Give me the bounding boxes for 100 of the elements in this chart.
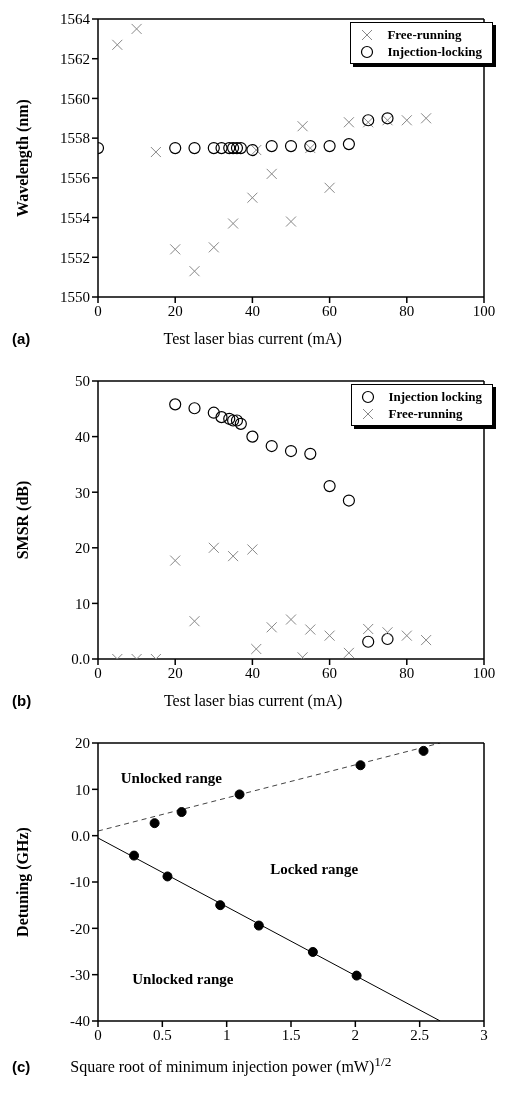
y-tick-label: -40 xyxy=(70,1013,90,1030)
point xyxy=(207,406,220,419)
legend-label: Injection locking xyxy=(388,388,482,405)
point xyxy=(162,871,173,882)
point xyxy=(246,430,259,443)
point xyxy=(129,850,140,861)
point xyxy=(323,479,336,493)
x-tick-label: 60 xyxy=(322,664,338,681)
point xyxy=(355,760,366,771)
point xyxy=(208,542,220,554)
y-tick-label: 10 xyxy=(75,595,90,612)
point xyxy=(246,192,258,204)
annotation: Unlocked range xyxy=(132,970,234,988)
y-tick-label: -20 xyxy=(70,920,90,937)
y-tick-label: 40 xyxy=(75,428,90,445)
point xyxy=(304,447,317,460)
point xyxy=(149,818,160,829)
y-tick-label: 1558 xyxy=(60,130,90,147)
x-tick-label: 3 xyxy=(480,1026,488,1043)
point xyxy=(304,624,316,636)
point xyxy=(418,745,429,756)
y-tick-label: 0.0 xyxy=(71,651,90,668)
point xyxy=(253,920,264,931)
point xyxy=(343,647,355,659)
point xyxy=(234,417,247,430)
point xyxy=(176,807,187,818)
x-tick-label: 80 xyxy=(399,302,415,319)
x-tick-label: 0 xyxy=(94,664,102,681)
point xyxy=(382,626,393,638)
y-axis-title: SMSR (dB) xyxy=(13,480,32,560)
x-tick-label: 1.5 xyxy=(281,1026,301,1043)
x-tick-label: 0 xyxy=(94,302,102,319)
point xyxy=(342,494,355,507)
point xyxy=(215,900,226,911)
x-axis-title: Test laser bias current (mA) xyxy=(162,330,343,348)
point xyxy=(215,411,228,424)
point xyxy=(150,146,162,158)
legend-label: Injection-locking xyxy=(387,43,482,60)
point xyxy=(265,439,278,453)
y-tick-label: 20 xyxy=(75,735,90,752)
y-tick-label: 50 xyxy=(75,373,90,390)
point xyxy=(131,23,143,35)
point xyxy=(207,141,220,155)
y-tick-label: -10 xyxy=(70,874,90,891)
y-tick-label: 10 xyxy=(75,781,90,798)
point xyxy=(307,946,318,957)
point xyxy=(285,216,297,228)
point xyxy=(284,444,298,458)
text: (b) xyxy=(12,692,32,709)
point xyxy=(223,141,236,155)
point xyxy=(188,141,201,155)
point xyxy=(227,218,239,230)
x-tick-label: 80 xyxy=(399,664,415,681)
point xyxy=(420,634,432,646)
point xyxy=(324,182,336,194)
y-tick-label: 1556 xyxy=(60,170,91,187)
point xyxy=(265,139,278,153)
point xyxy=(420,112,432,124)
point xyxy=(324,630,336,642)
x-tick-label: 2.5 xyxy=(410,1026,430,1043)
point xyxy=(246,543,258,555)
point xyxy=(227,141,240,155)
point xyxy=(266,168,278,180)
y-tick-label: 30 xyxy=(75,484,90,501)
x-tick-label: 100 xyxy=(472,664,496,681)
point xyxy=(111,39,123,51)
y-tick-label: -30 xyxy=(70,966,90,983)
point xyxy=(250,144,262,156)
text: (c) xyxy=(12,1058,31,1076)
point xyxy=(246,143,259,157)
y-tick-label: 20 xyxy=(75,540,90,557)
point xyxy=(230,141,244,155)
point xyxy=(234,141,247,155)
y-tick-label: 1562 xyxy=(60,51,90,68)
annotation: Unlocked range xyxy=(120,769,222,787)
y-tick-label: 1550 xyxy=(60,289,90,306)
y-tick-label: 1564 xyxy=(60,11,91,28)
point xyxy=(342,138,355,151)
point xyxy=(284,139,298,153)
point xyxy=(381,632,394,646)
point xyxy=(362,623,374,635)
point xyxy=(208,241,220,253)
x-tick-label: 20 xyxy=(167,302,183,319)
point xyxy=(169,398,182,411)
point xyxy=(266,621,278,633)
x-tick-label: 0.5 xyxy=(152,1026,172,1043)
point xyxy=(401,114,413,126)
point xyxy=(250,643,262,655)
point xyxy=(285,614,297,626)
point xyxy=(188,402,201,415)
x-tick-label: 40 xyxy=(244,664,260,681)
point xyxy=(351,970,362,981)
y-tick-label: 1554 xyxy=(60,209,91,226)
point xyxy=(215,141,228,155)
point xyxy=(230,414,244,427)
point xyxy=(223,412,236,425)
y-axis-title: Detuning (GHz) xyxy=(13,827,32,937)
x-tick-label: 100 xyxy=(472,302,496,319)
legend-label: Free-running xyxy=(388,405,463,422)
point xyxy=(189,265,200,277)
